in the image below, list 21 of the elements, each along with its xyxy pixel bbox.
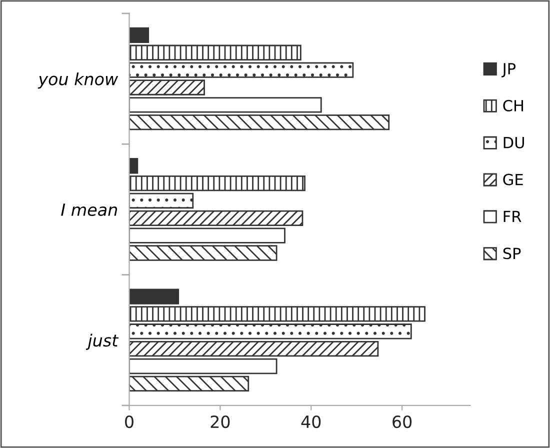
bar bbox=[129, 114, 390, 130]
bar bbox=[129, 192, 194, 209]
bar bbox=[129, 27, 150, 44]
bar bbox=[129, 158, 138, 174]
legend-label: SP bbox=[503, 248, 521, 260]
y-tick-label: just bbox=[86, 334, 119, 350]
x-tick-label: 40 bbox=[301, 415, 321, 428]
y-tick-label: I mean bbox=[61, 204, 118, 216]
legend-label: DU bbox=[504, 137, 524, 148]
bar bbox=[129, 175, 306, 192]
legend-label: GE bbox=[503, 174, 523, 186]
x-tick-label: 60 bbox=[392, 415, 412, 428]
y-tick-label: you know bbox=[38, 72, 118, 89]
legend-label: JP bbox=[502, 63, 516, 78]
bar bbox=[129, 340, 379, 357]
x-tick-label: 20 bbox=[210, 415, 230, 428]
legend-label: CH bbox=[503, 100, 523, 112]
x-tick-label: 0 bbox=[125, 415, 134, 428]
bar bbox=[129, 358, 278, 374]
legend-label: FR bbox=[504, 210, 522, 222]
bar bbox=[129, 376, 250, 392]
